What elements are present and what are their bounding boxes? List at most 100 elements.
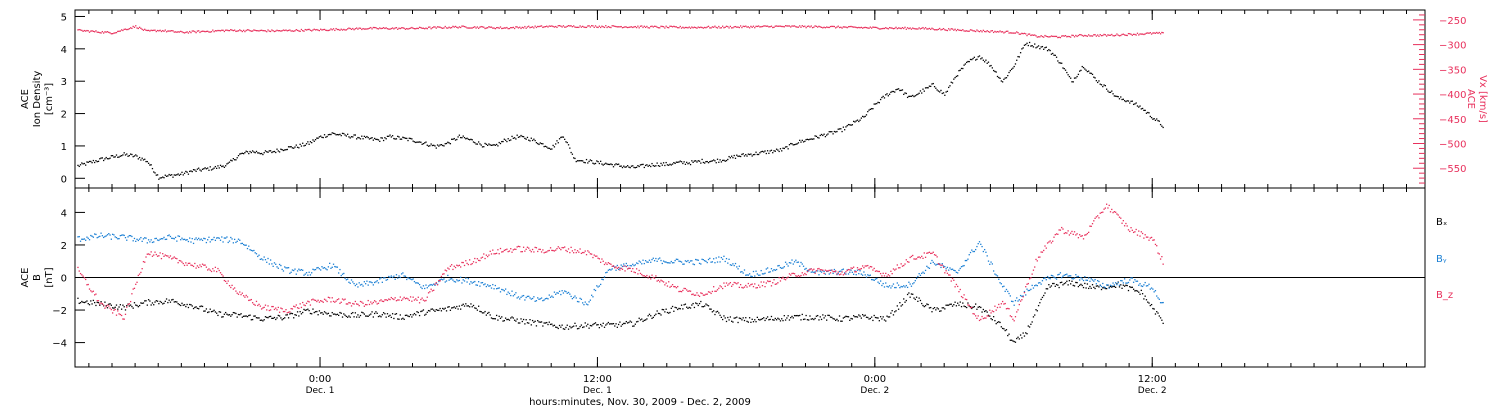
data-point xyxy=(522,136,525,138)
data-point xyxy=(953,303,955,306)
data-point xyxy=(379,315,381,317)
series-density-points xyxy=(77,41,1164,180)
data-point xyxy=(1059,281,1062,284)
data-point xyxy=(1008,308,1010,310)
data-point xyxy=(163,236,165,239)
data-point xyxy=(967,304,969,306)
data-point xyxy=(935,254,937,256)
data-point xyxy=(981,31,983,33)
data-point xyxy=(190,241,192,243)
data-point xyxy=(357,286,359,288)
data-point xyxy=(1028,289,1031,292)
data-point xyxy=(964,259,967,262)
data-point xyxy=(611,265,613,267)
data-point xyxy=(662,260,665,262)
data-point xyxy=(583,26,585,28)
data-point xyxy=(461,261,463,264)
data-point xyxy=(158,303,160,305)
data-point xyxy=(281,268,283,271)
data-point xyxy=(457,265,459,267)
data-point xyxy=(661,25,663,28)
data-point xyxy=(585,325,588,327)
data-point xyxy=(720,256,723,259)
data-point xyxy=(895,286,897,289)
data-point xyxy=(404,297,407,300)
data-point xyxy=(102,304,105,306)
data-point xyxy=(709,27,711,29)
data-point xyxy=(1022,47,1024,49)
data-point xyxy=(772,26,774,29)
data-point xyxy=(1126,282,1128,284)
data-point xyxy=(395,313,398,315)
data-point xyxy=(817,314,819,317)
right-tick-label: −300 xyxy=(1439,41,1466,52)
data-point xyxy=(614,25,616,27)
data-point xyxy=(779,266,782,269)
data-point xyxy=(164,29,166,31)
data-point xyxy=(723,159,725,161)
data-point xyxy=(1143,237,1145,239)
data-point xyxy=(626,26,629,29)
data-point xyxy=(102,32,105,34)
data-point xyxy=(497,26,499,29)
data-point xyxy=(425,313,427,315)
data-point xyxy=(151,29,154,32)
data-point xyxy=(555,293,557,295)
data-point xyxy=(675,258,678,260)
data-point xyxy=(1050,242,1053,244)
right-tick-label: −450 xyxy=(1439,115,1466,126)
data-point xyxy=(210,270,213,273)
data-point xyxy=(217,165,219,167)
data-point xyxy=(865,114,868,116)
data-point xyxy=(267,257,269,260)
data-point xyxy=(81,274,83,276)
data-point xyxy=(711,160,714,162)
data-point xyxy=(99,303,101,305)
data-point xyxy=(860,267,863,270)
data-point xyxy=(381,137,383,139)
data-point xyxy=(182,262,184,265)
data-point xyxy=(1000,283,1002,285)
data-point xyxy=(637,320,639,323)
data-point xyxy=(583,161,585,164)
data-point xyxy=(983,30,986,33)
data-point xyxy=(729,25,732,28)
data-point xyxy=(195,170,197,172)
data-point xyxy=(557,327,559,330)
data-point xyxy=(562,328,565,330)
data-point xyxy=(1132,231,1135,234)
data-point xyxy=(1135,280,1137,282)
data-point xyxy=(147,253,150,255)
data-point xyxy=(438,309,440,312)
data-point xyxy=(87,302,89,305)
data-point xyxy=(339,302,341,305)
data-point xyxy=(876,270,878,272)
data-point xyxy=(808,269,810,271)
data-point xyxy=(617,26,620,28)
data-point xyxy=(664,311,666,313)
data-point xyxy=(1127,100,1130,102)
data-point xyxy=(440,310,443,312)
data-point xyxy=(608,268,611,271)
data-point xyxy=(462,25,464,27)
data-point xyxy=(472,281,475,283)
data-point xyxy=(1082,35,1085,37)
data-point xyxy=(1156,245,1158,247)
data-point xyxy=(678,307,680,310)
data-point xyxy=(1122,284,1124,286)
data-point xyxy=(739,25,742,27)
data-point xyxy=(680,161,683,163)
data-point xyxy=(591,325,593,327)
data-point xyxy=(1104,84,1107,87)
data-point xyxy=(990,317,992,320)
data-point xyxy=(650,165,652,168)
data-point xyxy=(1118,216,1121,218)
data-point xyxy=(141,302,143,305)
data-point xyxy=(497,145,499,147)
data-point xyxy=(777,265,779,267)
data-point xyxy=(799,265,801,267)
data-point xyxy=(537,250,539,253)
data-point xyxy=(173,174,175,176)
data-point xyxy=(313,311,315,314)
data-point xyxy=(522,27,525,29)
